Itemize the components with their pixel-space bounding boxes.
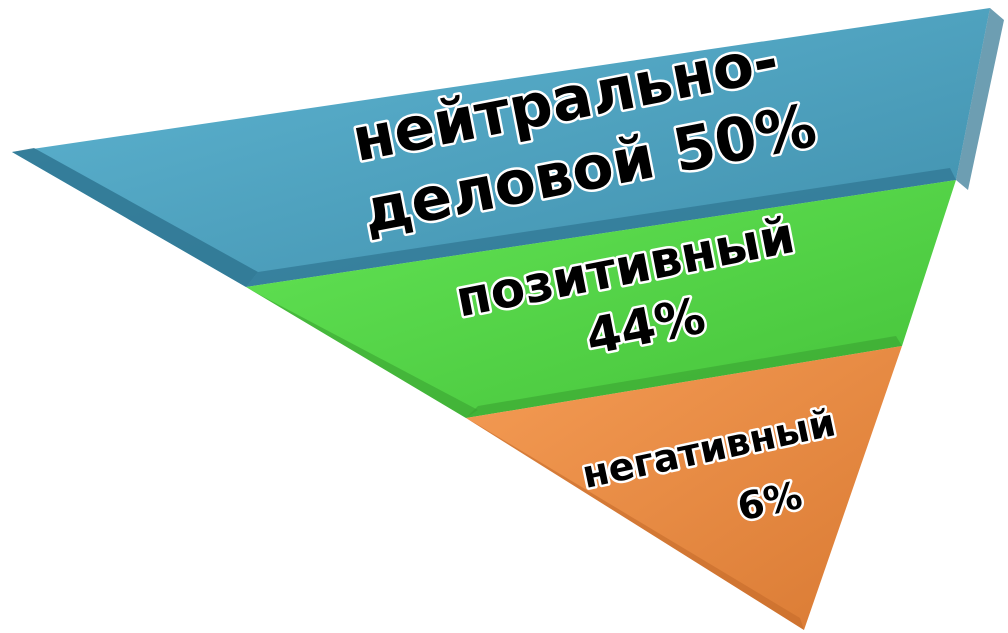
segment-positive-label: позитивный 44% [451, 203, 828, 390]
segment-positive: позитивный 44% [246, 180, 956, 418]
segment-negative: негативный 6% [466, 346, 902, 630]
segment-neutral-bevel-bottom [246, 168, 956, 287]
segment-negative-bevel-left [466, 418, 804, 630]
segment-positive-bevel-bottom [466, 336, 902, 418]
segment-negative-shape [466, 346, 902, 630]
segment-neutral-shape [12, 8, 990, 287]
segment-neutral-bevel-left [12, 148, 258, 287]
segment-neutral-bevel-right [956, 8, 1004, 190]
segment-positive-bevel-left [246, 287, 478, 418]
